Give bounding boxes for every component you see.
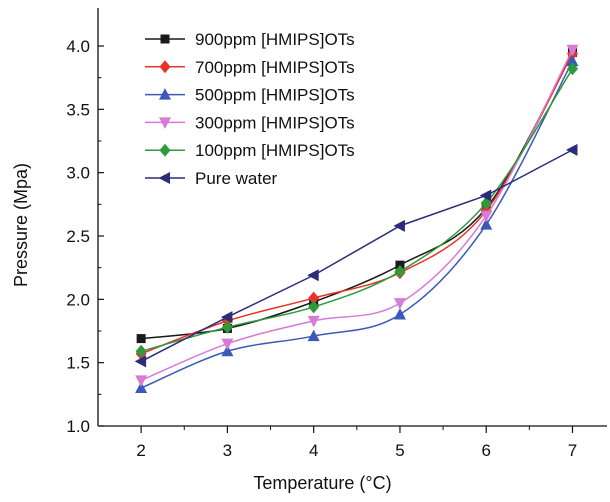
data-point xyxy=(307,329,320,342)
data-point xyxy=(135,381,148,393)
legend-label: 300ppm [HMIPS]OTs xyxy=(195,113,355,132)
data-point xyxy=(393,298,406,310)
data-point xyxy=(566,54,579,67)
legend-entry: 100ppm [HMIPS]OTs xyxy=(145,141,355,160)
y-tick-label: 1.5 xyxy=(66,354,90,373)
legend-marker xyxy=(159,88,171,100)
y-axis-title: Pressure (Mpa) xyxy=(11,163,31,287)
series-line xyxy=(140,149,573,363)
series-line xyxy=(140,68,574,352)
y-tick-label: 3.0 xyxy=(66,164,90,183)
data-point xyxy=(135,344,147,358)
data-point xyxy=(566,44,579,57)
data-point xyxy=(221,320,233,334)
data-point xyxy=(394,264,406,278)
legend-label: 100ppm [HMIPS]OTs xyxy=(195,141,355,160)
x-tick-label: 6 xyxy=(481,441,490,460)
x-tick-label: 5 xyxy=(395,441,404,460)
data-point xyxy=(393,308,406,320)
legend-label: 500ppm [HMIPS]OTs xyxy=(195,86,355,105)
legend-marker xyxy=(158,172,170,184)
x-tick-label: 3 xyxy=(223,441,232,460)
legend-label: Pure water xyxy=(195,169,278,188)
x-tick-label: 2 xyxy=(136,441,145,460)
series-group xyxy=(135,62,578,358)
x-tick-label: 7 xyxy=(568,441,577,460)
y-tick-label: 4.0 xyxy=(66,37,90,56)
data-point xyxy=(220,311,233,324)
legend-marker xyxy=(159,60,171,74)
x-axis-title: Temperature (°C) xyxy=(253,473,391,493)
x-tick-label: 4 xyxy=(309,441,318,460)
y-tick-label: 2.0 xyxy=(66,290,90,309)
data-point xyxy=(480,218,493,230)
legend-label: 900ppm [HMIPS]OTs xyxy=(195,30,355,49)
series-line xyxy=(140,60,574,389)
data-point xyxy=(565,143,578,156)
data-point xyxy=(480,210,493,223)
data-point xyxy=(136,334,146,344)
data-point xyxy=(135,375,148,387)
data-point xyxy=(221,338,234,351)
data-point xyxy=(134,355,147,368)
series-group xyxy=(135,54,579,393)
legend-marker xyxy=(159,143,171,157)
series-group xyxy=(134,143,578,368)
legend-entry: Pure water xyxy=(145,169,278,188)
data-point xyxy=(566,62,578,76)
data-point xyxy=(221,344,234,357)
y-tick-label: 2.5 xyxy=(66,227,90,246)
legend-entry: 300ppm [HMIPS]OTs xyxy=(145,113,355,132)
legend-entry: 900ppm [HMIPS]OTs xyxy=(145,30,355,49)
legend-entry: 700ppm [HMIPS]OTs xyxy=(145,58,355,77)
legend-entry: 500ppm [HMIPS]OTs xyxy=(145,86,355,105)
series-group xyxy=(135,44,579,387)
legend-marker xyxy=(160,34,170,44)
data-point xyxy=(308,300,320,314)
data-point xyxy=(308,291,320,305)
legend-label: 700ppm [HMIPS]OTs xyxy=(195,58,355,77)
y-tick-label: 3.5 xyxy=(66,100,90,119)
data-point xyxy=(479,189,492,202)
data-point xyxy=(393,219,405,232)
data-point xyxy=(307,315,320,328)
y-tick-label: 1.0 xyxy=(66,417,90,436)
legend-marker xyxy=(159,117,171,129)
data-point xyxy=(307,269,319,282)
